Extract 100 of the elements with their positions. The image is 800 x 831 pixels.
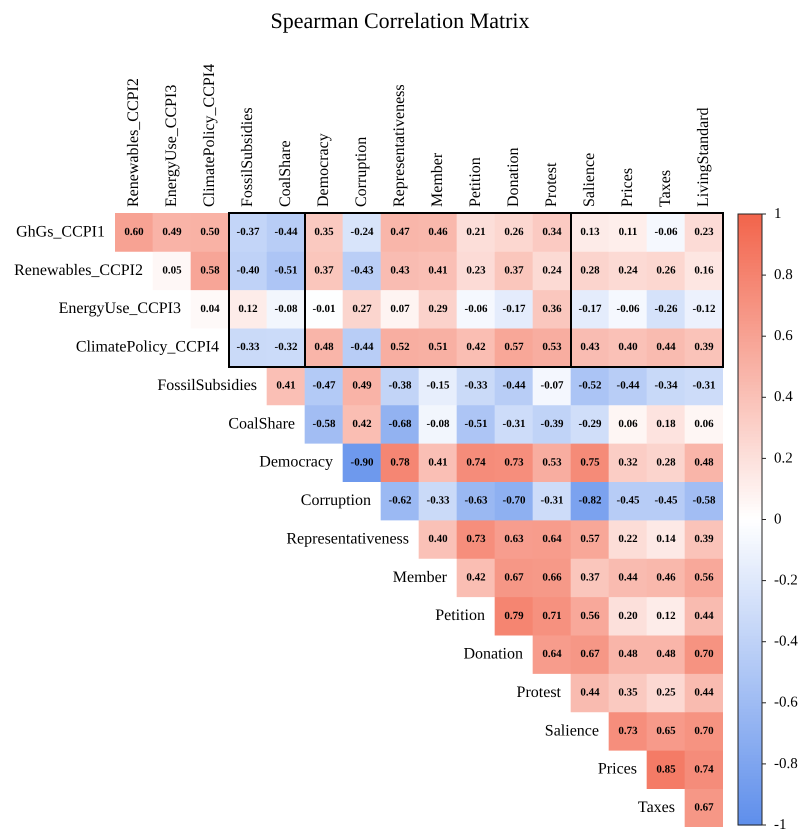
data-label: 0.41	[428, 456, 448, 468]
data-label: -0.51	[464, 418, 488, 430]
data-label: 0.41	[276, 380, 296, 392]
data-label: 0.44	[618, 571, 638, 584]
data-label: 0.23	[466, 264, 486, 276]
data-label: 0.12	[656, 610, 676, 622]
data-label: -0.33	[464, 380, 488, 392]
data-label: 0.12	[238, 302, 258, 315]
data-label: 0.46	[428, 226, 448, 238]
data-label: -0.58	[692, 494, 716, 507]
data-label: 0.48	[694, 456, 714, 468]
data-label: -0.06	[464, 302, 488, 315]
data-label: -0.12	[692, 302, 716, 315]
data-label: -0.33	[236, 341, 260, 354]
data-label: 0.79	[504, 610, 524, 622]
data-label: -0.06	[616, 302, 640, 315]
data-label: 0.58	[200, 264, 220, 276]
data-label: 0.44	[694, 610, 714, 622]
data-label: 0.35	[314, 226, 334, 238]
data-label: 0.47	[390, 226, 410, 238]
data-label: 0.67	[504, 571, 524, 584]
data-label: -0.32	[274, 341, 298, 354]
data-label: 0.20	[618, 610, 638, 622]
data-label: -0.33	[426, 494, 450, 507]
data-label: -0.47	[312, 380, 336, 392]
data-label: -0.31	[502, 418, 526, 430]
data-label: -0.39	[540, 418, 564, 430]
data-label: -0.34	[654, 380, 678, 392]
data-label: 0.42	[352, 418, 372, 430]
color-bar-label: -0.4	[774, 634, 798, 650]
data-label: 0.06	[618, 418, 638, 430]
data-label: 0.57	[504, 341, 524, 354]
data-label: 0.41	[428, 264, 448, 276]
data-label: 0.56	[694, 571, 714, 584]
data-label: 0.48	[656, 648, 676, 660]
data-label: -0.44	[274, 226, 298, 238]
color-bar-label: 1	[774, 206, 782, 222]
data-label: -0.01	[312, 302, 336, 315]
data-label: 0.44	[656, 341, 676, 354]
data-label: 0.44	[580, 686, 600, 699]
x-tick-label: Taxes	[657, 170, 674, 207]
data-label: 0.48	[314, 341, 334, 354]
data-label: -0.26	[654, 302, 678, 315]
data-label: 0.37	[580, 571, 600, 584]
data-label: -0.24	[350, 226, 374, 238]
data-label: -0.44	[502, 380, 526, 392]
data-label: 0.73	[618, 724, 638, 737]
data-label: 0.16	[694, 264, 714, 276]
data-label: 0.07	[390, 302, 410, 315]
data-label: -0.08	[426, 418, 450, 430]
data-label: 0.53	[542, 456, 562, 468]
data-label: 0.73	[504, 456, 524, 468]
data-label: 0.36	[542, 302, 562, 315]
color-bar-label: 0.2	[774, 450, 793, 466]
data-label: -0.90	[350, 456, 374, 468]
data-label: 0.67	[694, 802, 714, 814]
data-label: 0.22	[618, 533, 638, 546]
data-label: -0.29	[578, 418, 602, 430]
data-label: 0.05	[162, 264, 182, 276]
data-label: 0.43	[390, 264, 410, 276]
data-label: 0.04	[200, 302, 220, 315]
data-label: -0.37	[236, 226, 260, 238]
data-label: -0.70	[502, 494, 526, 507]
data-label: 0.40	[428, 533, 448, 546]
data-label: -0.31	[540, 494, 564, 507]
data-label: 0.06	[694, 418, 714, 430]
data-label: 0.43	[580, 341, 600, 354]
data-label: 0.21	[466, 226, 486, 238]
data-label: 0.66	[542, 571, 562, 584]
data-label: 0.24	[618, 264, 638, 276]
data-label: -0.51	[274, 264, 298, 276]
data-label: 0.28	[580, 264, 600, 276]
color-bar-label: -0.2	[774, 572, 798, 589]
data-label: 0.42	[466, 341, 486, 354]
data-label: 0.52	[390, 341, 410, 354]
data-label: 0.28	[656, 456, 676, 468]
data-label: 0.34	[542, 226, 562, 238]
data-label: -0.62	[388, 494, 412, 507]
data-label: 0.78	[390, 456, 410, 468]
data-label: 0.29	[428, 302, 448, 315]
color-bar-label: 0	[774, 511, 782, 528]
data-label: 0.60	[124, 226, 144, 238]
data-label: 0.70	[694, 648, 714, 660]
x-tick-label: LivingStandard	[695, 107, 712, 207]
chart-title: Spearman Correlation Matrix	[270, 8, 530, 33]
y-tick-label: GhGs_CCPI1	[16, 223, 105, 240]
data-label: 0.37	[314, 264, 334, 276]
data-label: 0.74	[694, 763, 714, 776]
data-label: 0.64	[542, 533, 562, 546]
data-label: -0.15	[426, 380, 450, 392]
data-label: 0.74	[466, 456, 486, 468]
color-bar-label: -1	[774, 816, 786, 831]
data-label: 0.70	[694, 724, 714, 737]
data-label: 0.53	[542, 341, 562, 354]
data-label: 0.39	[694, 533, 714, 546]
data-label: 0.56	[580, 610, 600, 622]
data-label: 0.71	[542, 610, 562, 622]
data-label: 0.85	[656, 763, 676, 776]
color-bar-label: -0.8	[774, 756, 798, 772]
data-label: 0.39	[694, 341, 714, 354]
